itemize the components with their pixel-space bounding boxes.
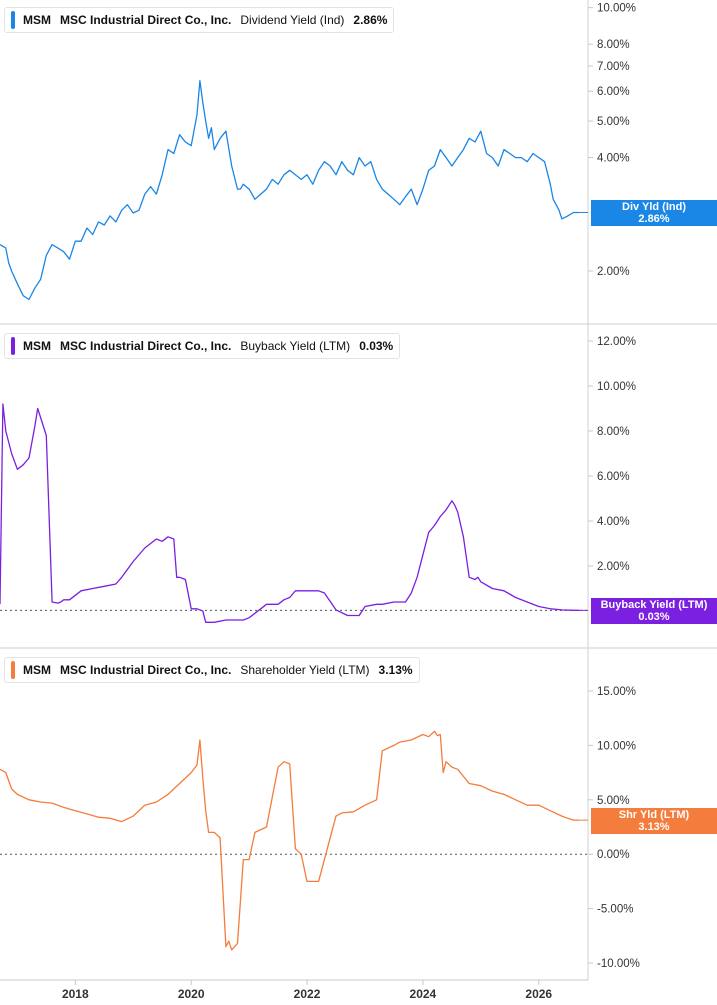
- legend-metric: Buyback Yield (LTM): [240, 339, 351, 353]
- legend-value: 3.13%: [378, 663, 413, 677]
- badge-label: Shr Yld (LTM): [618, 809, 690, 821]
- legend-company: MSC Industrial Direct Co., Inc.: [60, 13, 232, 27]
- dividend-yield-swatch: [11, 11, 15, 29]
- x-tick-label: 2024: [410, 987, 437, 1001]
- legend-metric: Shareholder Yield (LTM): [240, 663, 370, 677]
- x-tick-label: 2026: [525, 987, 552, 1001]
- y-tick-label: -5.00%: [597, 904, 633, 916]
- buyback-yield-legend: MSM MSC Industrial Direct Co., Inc. Buyb…: [4, 333, 401, 359]
- y-tick-label: 0.00%: [597, 849, 630, 861]
- badge-value: 2.86%: [638, 213, 670, 225]
- y-tick-label: 10.00%: [597, 381, 636, 393]
- y-tick-label: 4.00%: [597, 153, 630, 165]
- legend-company: MSC Industrial Direct Co., Inc.: [60, 663, 232, 677]
- legend-ticker: MSM: [23, 13, 51, 27]
- shareholder-yield-badge: Shr Yld (LTM) 3.13%: [591, 808, 717, 834]
- y-tick-label: -10.00%: [597, 958, 640, 970]
- legend-value: 0.03%: [359, 339, 394, 353]
- y-tick-label: 7.00%: [597, 61, 630, 73]
- badge-value: 3.13%: [638, 821, 670, 833]
- y-tick-label: 8.00%: [597, 426, 630, 438]
- series-line-1: [0, 403, 580, 623]
- badge-label: Buyback Yield (LTM): [600, 599, 708, 611]
- y-tick-label: 4.00%: [597, 516, 630, 528]
- y-tick-label: 6.00%: [597, 86, 630, 98]
- legend-metric: Dividend Yield (Ind): [240, 13, 345, 27]
- y-tick-label: 15.00%: [597, 686, 636, 698]
- x-tick-label: 2022: [294, 987, 321, 1001]
- legend-company: MSC Industrial Direct Co., Inc.: [60, 339, 232, 353]
- buyback-yield-badge: Buyback Yield (LTM) 0.03%: [591, 598, 717, 624]
- y-tick-label: 5.00%: [597, 795, 630, 807]
- series-line-0: [0, 80, 580, 301]
- legend-ticker: MSM: [23, 663, 51, 677]
- shareholder-yield-legend: MSM MSC Industrial Direct Co., Inc. Shar…: [4, 657, 420, 683]
- badge-label: Div Yld (Ind): [622, 201, 686, 213]
- y-tick-label: 2.00%: [597, 266, 630, 278]
- series-line-2: [0, 730, 580, 951]
- y-tick-label: 8.00%: [597, 39, 630, 51]
- buyback-yield-swatch: [11, 337, 15, 355]
- x-tick-label: 2018: [62, 987, 89, 1001]
- y-tick-label: 6.00%: [597, 471, 630, 483]
- legend-ticker: MSM: [23, 339, 51, 353]
- dividend-yield-badge: Div Yld (Ind) 2.86%: [591, 200, 717, 226]
- y-tick-label: 5.00%: [597, 116, 630, 128]
- x-tick-label: 2020: [178, 987, 205, 1001]
- y-tick-label: 12.00%: [597, 336, 636, 348]
- y-tick-label: 10.00%: [597, 3, 636, 15]
- badge-value: 0.03%: [638, 611, 670, 623]
- legend-value: 2.86%: [353, 13, 388, 27]
- dividend-yield-legend: MSM MSC Industrial Direct Co., Inc. Divi…: [4, 7, 395, 33]
- shareholder-yield-swatch: [11, 661, 15, 679]
- y-tick-label: 10.00%: [597, 740, 636, 752]
- y-tick-label: 2.00%: [597, 561, 630, 573]
